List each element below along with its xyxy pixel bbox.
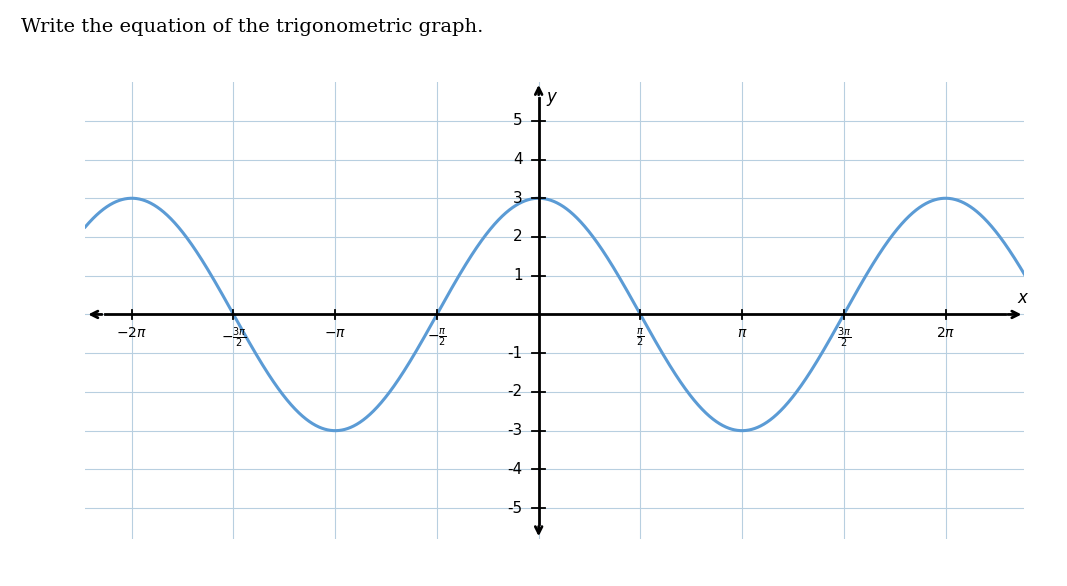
Text: -3: -3 (507, 423, 523, 438)
Text: 5: 5 (513, 113, 523, 128)
Text: -4: -4 (507, 462, 523, 477)
Text: Write the equation of the trigonometric graph.: Write the equation of the trigonometric … (21, 18, 483, 36)
Text: y: y (546, 88, 556, 106)
Text: $-\frac{\pi}{2}$: $-\frac{\pi}{2}$ (427, 326, 447, 348)
Text: $-2\pi$: $-2\pi$ (116, 326, 147, 340)
Text: $-\pi$: $-\pi$ (324, 326, 347, 340)
Text: $\frac{\pi}{2}$: $\frac{\pi}{2}$ (636, 326, 644, 348)
Text: -2: -2 (507, 384, 523, 400)
Text: -1: -1 (507, 346, 523, 361)
Text: 2: 2 (513, 230, 523, 244)
Text: $\frac{3\pi}{2}$: $\frac{3\pi}{2}$ (837, 326, 850, 350)
Text: $\pi$: $\pi$ (737, 326, 747, 340)
Text: $-\frac{3\pi}{2}$: $-\frac{3\pi}{2}$ (221, 326, 246, 350)
Text: -5: -5 (507, 500, 523, 516)
Text: 3: 3 (513, 191, 523, 206)
Text: x: x (1018, 289, 1028, 308)
Text: 4: 4 (513, 152, 523, 167)
Text: $2\pi$: $2\pi$ (936, 326, 955, 340)
Text: 1: 1 (513, 268, 523, 283)
